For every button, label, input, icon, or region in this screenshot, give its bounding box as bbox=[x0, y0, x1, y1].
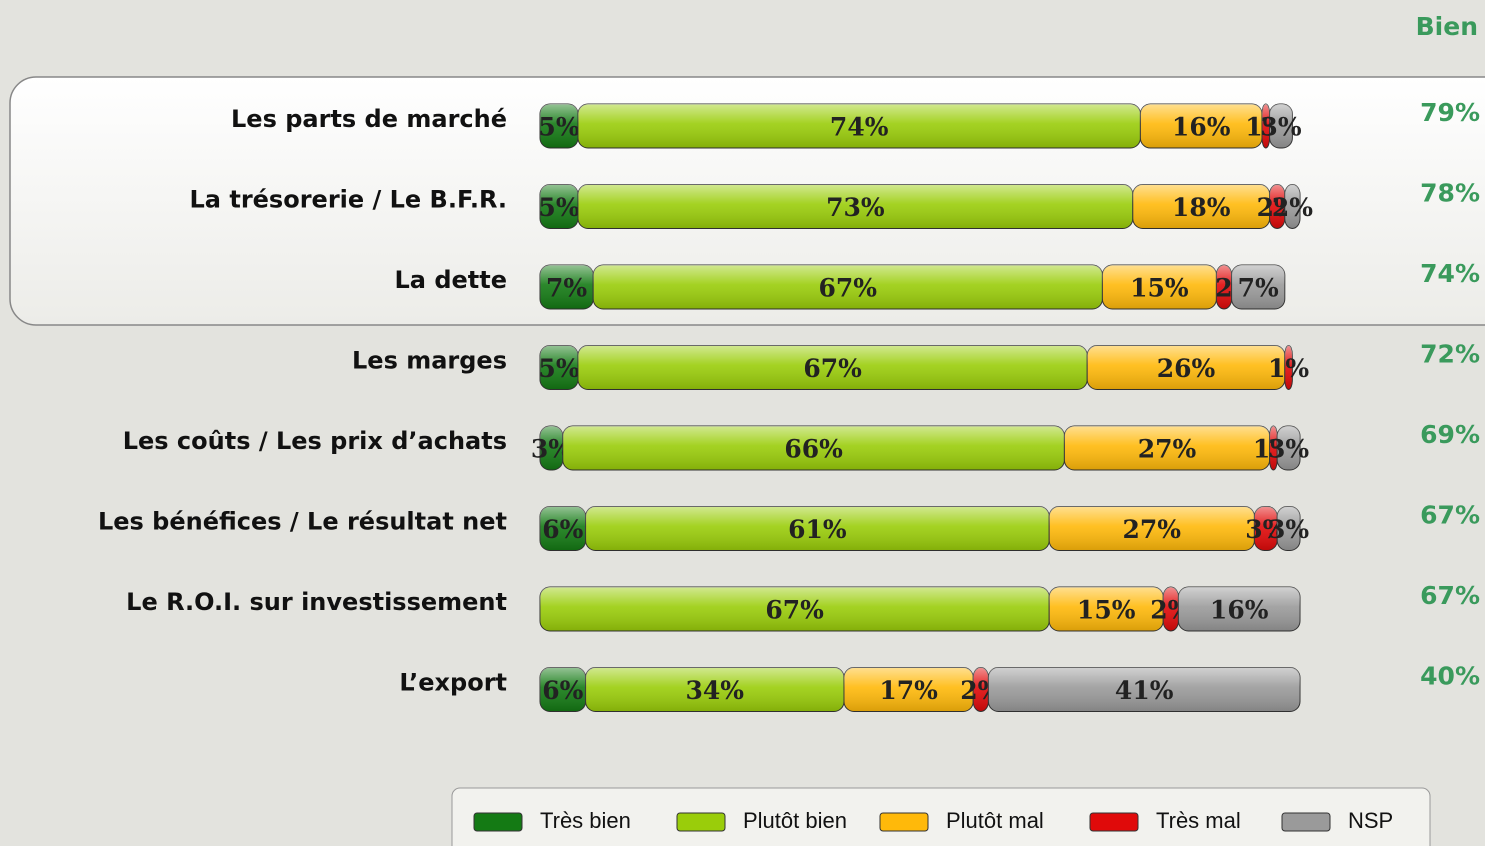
bar-shine bbox=[1087, 345, 1285, 390]
legend-swatch bbox=[1089, 812, 1139, 832]
value-label: 7% bbox=[546, 274, 587, 303]
total-label: 40% bbox=[1420, 662, 1480, 691]
bar-shine bbox=[1254, 506, 1278, 551]
value-label: 67% bbox=[819, 274, 878, 303]
value-label: 67% bbox=[765, 596, 824, 625]
bar-shine bbox=[1132, 184, 1270, 229]
bar-shine bbox=[1284, 345, 1293, 390]
value-label: 5% bbox=[538, 354, 579, 383]
value-label: 41% bbox=[1115, 676, 1174, 705]
value-label: 26% bbox=[1157, 354, 1216, 383]
bar-shine bbox=[1277, 506, 1300, 551]
value-label: 15% bbox=[1130, 274, 1189, 303]
legend-swatch bbox=[879, 812, 929, 832]
bar-shine bbox=[540, 587, 1050, 631]
total-label: 67% bbox=[1420, 581, 1480, 610]
bar-shine bbox=[1231, 265, 1285, 309]
value-label: 3% bbox=[1260, 113, 1301, 142]
bar-shine bbox=[578, 345, 1088, 390]
total-label: 74% bbox=[1420, 259, 1480, 288]
value-label: 3% bbox=[1268, 435, 1309, 464]
total-label: 67% bbox=[1420, 501, 1480, 530]
value-label: 6% bbox=[542, 515, 583, 544]
category-label: L’export bbox=[399, 669, 507, 697]
legend-box bbox=[451, 787, 1431, 846]
legend-label: Plutôt mal bbox=[946, 808, 1044, 833]
value-label: 5% bbox=[538, 193, 579, 222]
bar-shine bbox=[1269, 104, 1293, 148]
bar-shine bbox=[540, 345, 578, 390]
value-label: 18% bbox=[1172, 193, 1231, 222]
value-label: 17% bbox=[879, 676, 938, 705]
bar-shine bbox=[1163, 587, 1179, 631]
bar-shine bbox=[540, 426, 563, 470]
value-label: 15% bbox=[1077, 596, 1136, 625]
value-label: 2 bbox=[1215, 274, 1232, 303]
value-label: 3% bbox=[1268, 515, 1309, 544]
bar-shine bbox=[578, 104, 1141, 148]
value-label: 66% bbox=[784, 435, 843, 464]
legend-label: NSP bbox=[1348, 808, 1393, 833]
total-label: 69% bbox=[1420, 420, 1480, 449]
category-label: Les parts de marché bbox=[231, 105, 507, 133]
bar-shine bbox=[1269, 426, 1278, 470]
bar-shine bbox=[1049, 587, 1164, 631]
value-label: 6% bbox=[542, 676, 583, 705]
category-label: Les coûts / Les prix d’achats bbox=[123, 427, 507, 455]
legend-swatch bbox=[1281, 812, 1331, 832]
bar-shine bbox=[1049, 506, 1255, 551]
legend-label: Très bien bbox=[540, 808, 631, 833]
bar-shine bbox=[578, 184, 1133, 229]
total-label: 79% bbox=[1420, 98, 1480, 127]
category-label: Le R.O.I. sur investissement bbox=[126, 588, 507, 616]
totals-header: Bien bbox=[1416, 12, 1478, 41]
bar-shine bbox=[562, 426, 1065, 470]
category-label: Les bénéfices / Le résultat net bbox=[98, 508, 507, 536]
bar-shine bbox=[1140, 104, 1262, 148]
bar-shine bbox=[540, 104, 578, 148]
bar-shine bbox=[585, 506, 1050, 551]
bar-shine bbox=[1284, 184, 1300, 229]
category-label: La trésorerie / Le B.F.R. bbox=[190, 186, 508, 214]
value-label: 16% bbox=[1210, 596, 1269, 625]
value-label: 67% bbox=[803, 354, 862, 383]
value-label: 5% bbox=[538, 113, 579, 142]
bar-shine bbox=[1216, 265, 1232, 309]
bar-shine bbox=[1262, 104, 1270, 148]
bar-shine bbox=[540, 667, 586, 712]
bar-shine bbox=[1269, 184, 1285, 229]
value-label: 34% bbox=[686, 676, 745, 705]
bar-shine bbox=[540, 265, 594, 309]
bar-shine bbox=[1178, 587, 1300, 631]
bar-shine bbox=[1102, 265, 1217, 309]
value-label: 61% bbox=[788, 515, 847, 544]
bar-shine bbox=[844, 667, 974, 712]
bar-shine bbox=[973, 667, 989, 712]
legend-swatch bbox=[676, 812, 726, 832]
value-label: 16% bbox=[1172, 113, 1231, 142]
value-label: 2% bbox=[1272, 193, 1313, 222]
value-label: 74% bbox=[830, 113, 889, 142]
bar-shine bbox=[1064, 426, 1270, 470]
bar-shine bbox=[1277, 426, 1300, 470]
value-label: 73% bbox=[826, 193, 885, 222]
value-label: 27% bbox=[1138, 435, 1197, 464]
bar-shine bbox=[585, 667, 844, 712]
legend-label: Très mal bbox=[1156, 808, 1241, 833]
bar-shine bbox=[593, 265, 1103, 309]
category-label: La dette bbox=[394, 266, 507, 294]
total-label: 72% bbox=[1420, 340, 1480, 369]
bar-shine bbox=[540, 506, 586, 551]
category-label: Les marges bbox=[352, 347, 507, 375]
value-label: 27% bbox=[1123, 515, 1182, 544]
value-label: 7% bbox=[1238, 274, 1279, 303]
bar-shine bbox=[540, 184, 578, 229]
legend-swatch bbox=[473, 812, 523, 832]
legend-label: Plutôt bien bbox=[743, 808, 847, 833]
value-label: 1% bbox=[1268, 354, 1309, 383]
total-label: 78% bbox=[1420, 179, 1480, 208]
bar-shine bbox=[988, 667, 1300, 712]
